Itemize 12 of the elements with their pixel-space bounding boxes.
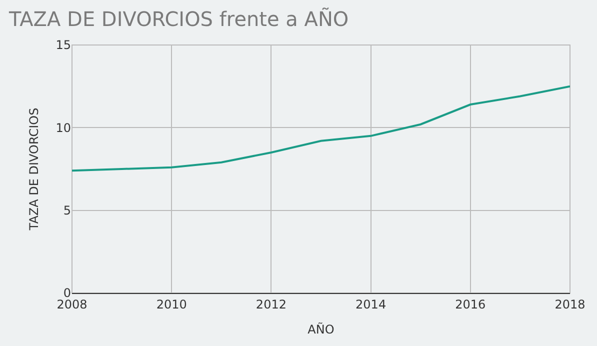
x-tick-label: 2014 xyxy=(356,297,386,312)
chart-title: TAZA DE DIVORCIOS frente a AÑO xyxy=(8,7,349,32)
y-tick-label: 15 xyxy=(56,38,71,52)
x-tick-label: 2018 xyxy=(554,297,586,312)
x-axis-title: AÑO xyxy=(308,321,334,336)
x-tick-label: 2016 xyxy=(455,297,486,312)
y-tick-label: 10 xyxy=(56,120,71,135)
x-tick-label: 2010 xyxy=(156,297,187,312)
y-axis-title: TAZA DE DIVORCIOS xyxy=(27,108,42,232)
y-tick-label: 5 xyxy=(63,204,71,218)
line-series xyxy=(72,85,570,172)
x-tick-label: 2012 xyxy=(256,297,286,312)
